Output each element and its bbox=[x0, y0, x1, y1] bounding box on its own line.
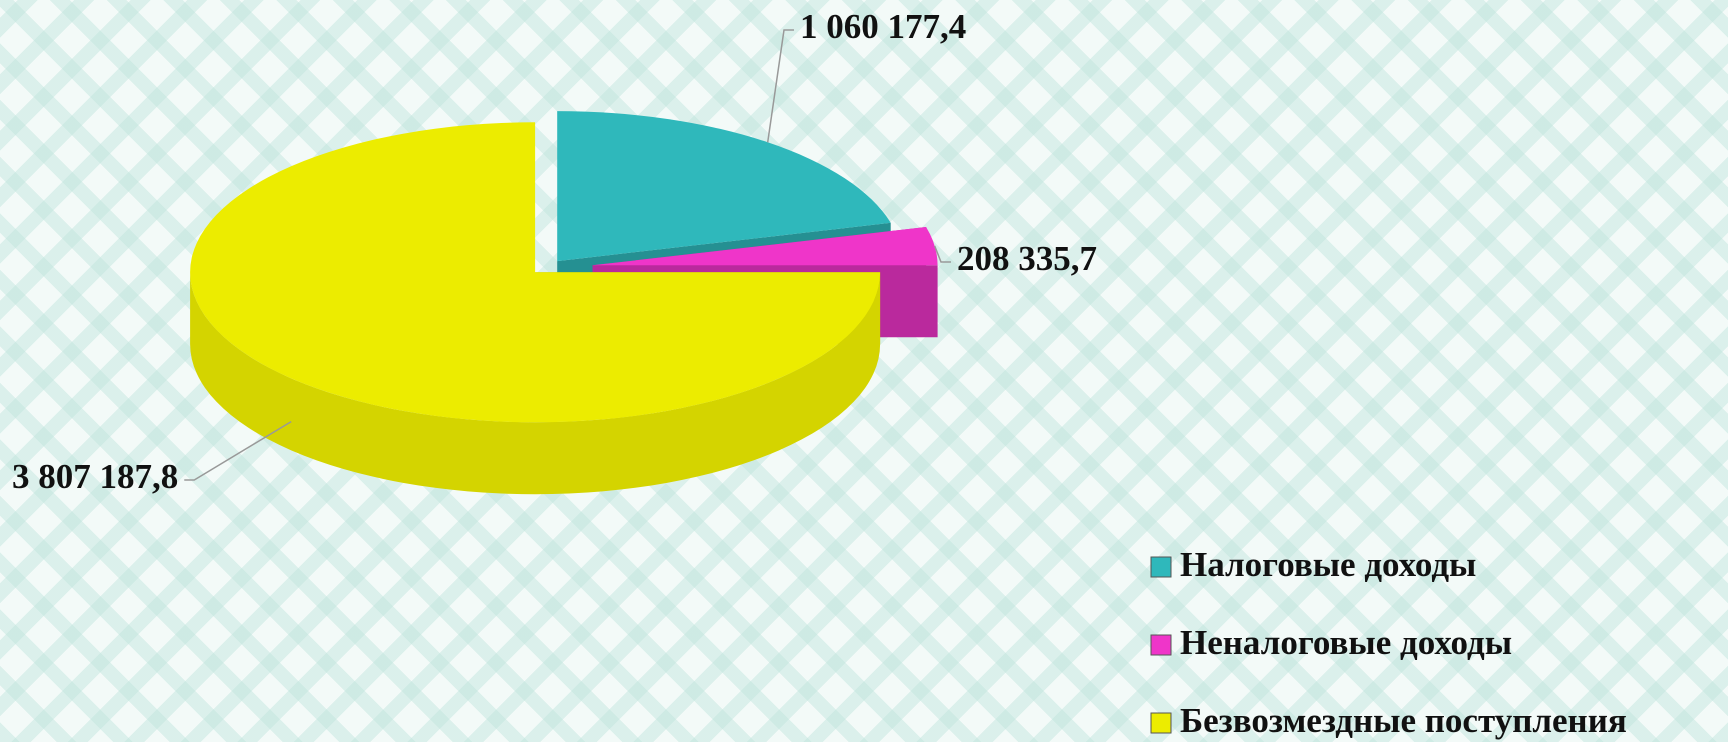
legend-swatch bbox=[1150, 556, 1172, 578]
slice-side bbox=[190, 272, 881, 495]
legend-label: Безвозмездные поступления bbox=[1180, 701, 1627, 740]
data-label: 3 807 187,8 bbox=[12, 457, 178, 496]
legend-label: Неналоговые доходы bbox=[1180, 623, 1512, 662]
legend-swatch bbox=[1150, 634, 1172, 656]
slice-top bbox=[190, 122, 881, 423]
leader-line bbox=[184, 420, 292, 481]
data-label: 1 060 177,4 bbox=[800, 7, 966, 46]
data-label: 208 335,7 bbox=[957, 239, 1097, 278]
leader-line bbox=[934, 245, 951, 263]
legend-swatch bbox=[1150, 712, 1172, 734]
leader-line bbox=[766, 29, 794, 143]
slice-top bbox=[592, 227, 938, 266]
pie-slice bbox=[190, 122, 881, 495]
slice-top bbox=[557, 111, 891, 262]
legend-label: Налоговые доходы bbox=[1180, 545, 1476, 584]
